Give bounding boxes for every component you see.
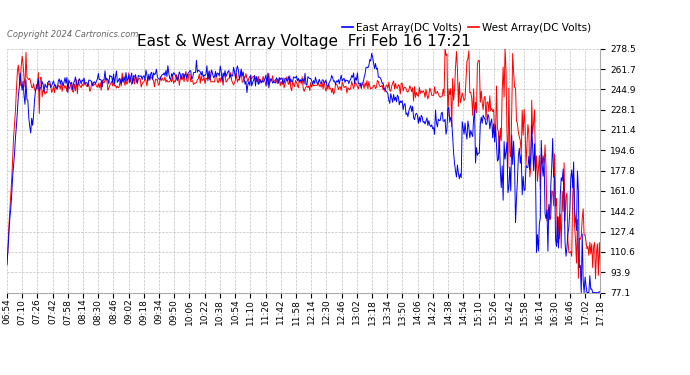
Title: East & West Array Voltage  Fri Feb 16 17:21: East & West Array Voltage Fri Feb 16 17:… <box>137 34 471 49</box>
Legend: East Array(DC Volts), West Array(DC Volts): East Array(DC Volts), West Array(DC Volt… <box>338 19 595 37</box>
Text: Copyright 2024 Cartronics.com: Copyright 2024 Cartronics.com <box>7 30 138 39</box>
